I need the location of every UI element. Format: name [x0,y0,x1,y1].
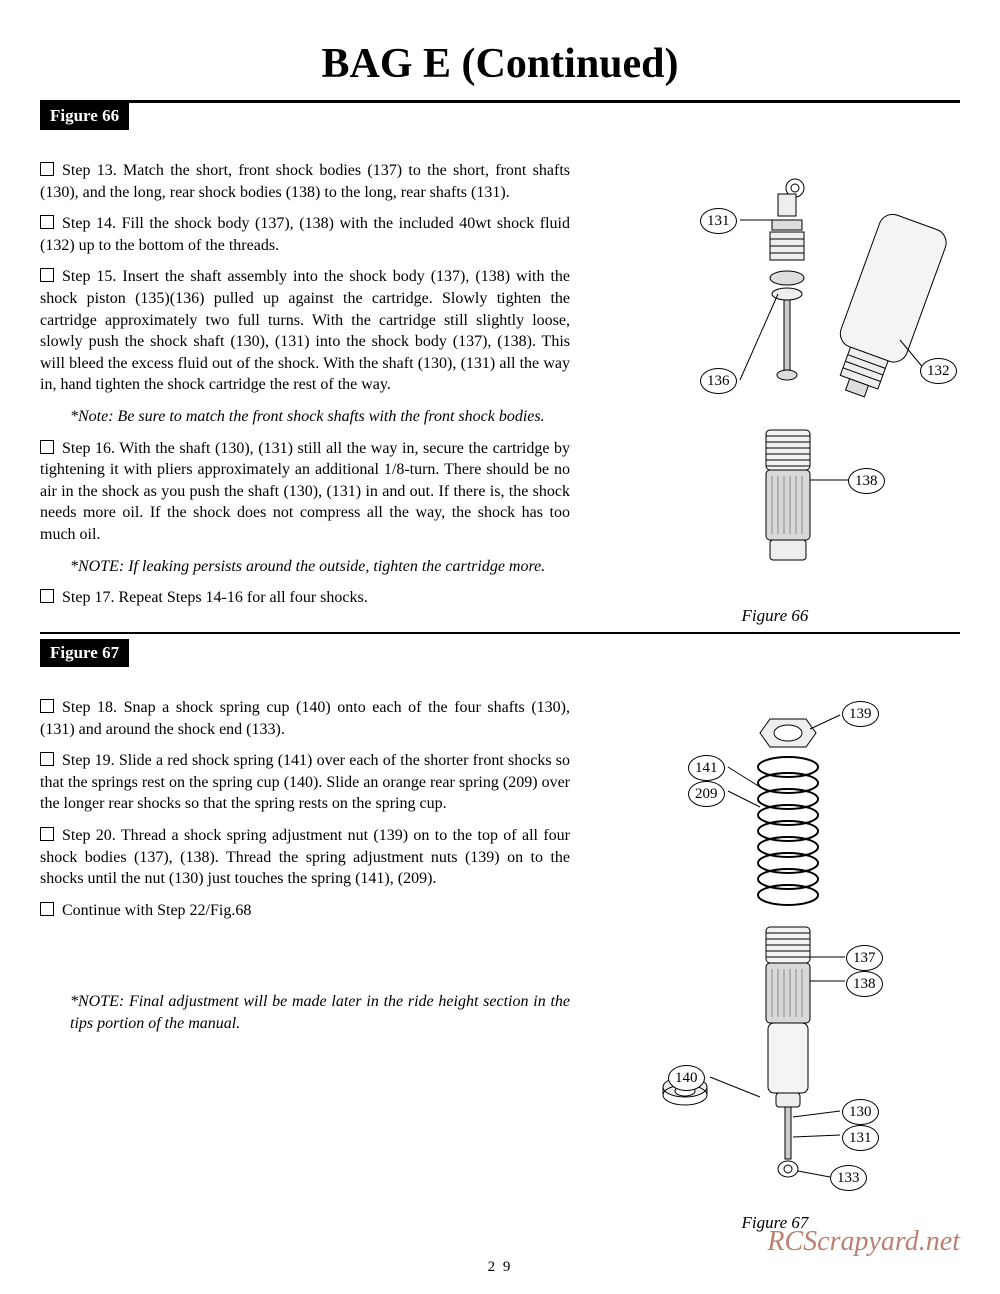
step-14-text: Step 14. Fill the shock body (137), (138… [40,215,570,254]
checkbox-icon [40,589,54,603]
step-18: Step 18. Snap a shock spring cup (140) o… [40,697,570,740]
figure-67-text: Step 18. Snap a shock spring cup (140) o… [40,697,570,1233]
rule-mid [40,632,960,634]
manual-page: BAG E (Continued) Figure 66 Step 13. Mat… [0,0,1000,1294]
checkbox-icon [40,162,54,176]
note-66-1: *Note: Be sure to match the front shock … [70,406,570,428]
figure-66-diagram: 131 136 132 138 [590,160,960,600]
checkbox-icon [40,827,54,841]
figure-67-tab: Figure 67 [40,639,129,667]
step-21: Continue with Step 22/Fig.68 [40,900,570,922]
step-14: Step 14. Fill the shock body (137), (138… [40,213,570,256]
callout-209: 209 [688,781,725,807]
step-16-text: Step 16. With the shaft (130), (131) sti… [40,440,570,543]
step-17: Step 17. Repeat Steps 14-16 for all four… [40,587,570,609]
callout-131: 131 [842,1125,879,1151]
checkbox-icon [40,215,54,229]
figure-66-tab: Figure 66 [40,102,129,130]
callout-138: 138 [848,468,885,494]
step-15: Step 15. Insert the shaft assembly into … [40,266,570,396]
step-18-text: Step 18. Snap a shock spring cup (140) o… [40,699,570,738]
note-66-2: *NOTE: If leaking persists around the ou… [70,556,570,578]
callout-136: 136 [700,368,737,394]
callout-131: 131 [700,208,737,234]
callout-141: 141 [688,755,725,781]
section-figure-66: Step 13. Match the short, front shock bo… [40,160,960,626]
section-figure-67: Step 18. Snap a shock spring cup (140) o… [40,697,960,1233]
step-13: Step 13. Match the short, front shock bo… [40,160,570,203]
callout-137: 137 [846,945,883,971]
rule-top [40,100,960,103]
checkbox-icon [40,752,54,766]
figure-67-diagram-col: 139 141 209 137 138 140 130 131 133 Figu… [590,697,960,1233]
step-16: Step 16. With the shaft (130), (131) sti… [40,438,570,546]
page-number: 2 9 [0,1259,1000,1276]
figure-66-diagram-col: 131 136 132 138 Figure 66 [590,160,960,626]
figure-66-text: Step 13. Match the short, front shock bo… [40,160,570,626]
checkbox-icon [40,902,54,916]
step-21-text: Continue with Step 22/Fig.68 [62,902,251,919]
step-13-text: Step 13. Match the short, front shock bo… [40,162,570,201]
callout-139: 139 [842,701,879,727]
step-19-text: Step 19. Slide a red shock spring (141) … [40,752,570,812]
step-15-text: Step 15. Insert the shaft assembly into … [40,268,570,393]
figure-66-caption: Figure 66 [590,606,960,626]
callout-132: 132 [920,358,957,384]
callout-140: 140 [668,1065,705,1091]
callout-130: 130 [842,1099,879,1125]
page-title: BAG E (Continued) [40,40,960,88]
step-20-text: Step 20. Thread a shock spring adjustmen… [40,827,570,887]
checkbox-icon [40,699,54,713]
step-17-text: Step 17. Repeat Steps 14-16 for all four… [62,589,368,606]
callout-138: 138 [846,971,883,997]
step-20: Step 20. Thread a shock spring adjustmen… [40,825,570,890]
figure-66-svg [590,160,960,600]
figure-67-svg [590,697,960,1207]
step-19: Step 19. Slide a red shock spring (141) … [40,750,570,815]
figure-67-diagram: 139 141 209 137 138 140 130 131 133 [590,697,960,1207]
note-67-1: *NOTE: Final adjustment will be made lat… [70,991,570,1034]
checkbox-icon [40,440,54,454]
figure-67-caption: Figure 67 [590,1213,960,1233]
checkbox-icon [40,268,54,282]
callout-133: 133 [830,1165,867,1191]
